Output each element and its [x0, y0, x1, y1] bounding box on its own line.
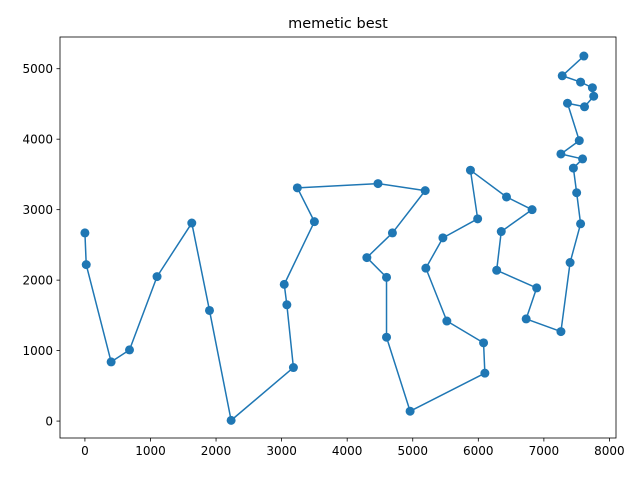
data-point: [226, 415, 236, 425]
x-tick-label: 5000: [397, 444, 428, 458]
data-point: [282, 300, 292, 310]
axes: 0 1000 2000 3000 4000 5000 6000 7000 8000 0 1000 20…: [22, 36, 625, 458]
data-point: [465, 165, 475, 175]
data-point: [576, 77, 586, 87]
data-point: [81, 260, 91, 270]
data-point: [557, 71, 567, 81]
data-point: [556, 149, 566, 159]
data-point: [562, 98, 572, 108]
x-tick-label: 7000: [529, 444, 560, 458]
data-point: [382, 332, 392, 342]
data-point: [502, 192, 511, 202]
data-point: [556, 327, 566, 337]
series-line: [84, 55, 595, 422]
x-tick-label: 0: [81, 444, 89, 458]
chart-title: memetic best: [288, 16, 388, 32]
data-point: [580, 102, 590, 112]
data-point: [521, 314, 531, 324]
data-point: [527, 205, 537, 215]
data-point: [187, 218, 197, 228]
data-point: [480, 368, 490, 378]
axes-frame: [59, 36, 617, 439]
data-point: [574, 136, 584, 146]
data-point: [473, 214, 483, 224]
x-tick-label: 4000: [332, 444, 363, 458]
data-point: [572, 188, 582, 198]
data-point: [496, 227, 506, 237]
data-point: [492, 265, 502, 275]
y-tick-label: 2000: [22, 273, 53, 287]
data-point: [568, 163, 578, 173]
data-point: [589, 91, 599, 101]
data-point: [387, 228, 397, 238]
data-point: [373, 179, 383, 189]
data-point: [421, 263, 431, 273]
plot-area: [80, 51, 599, 425]
data-point: [309, 217, 319, 227]
data-point: [420, 186, 430, 196]
data-point: [576, 219, 586, 229]
y-tick-label: 3000: [22, 203, 53, 217]
y-tick-label: 0: [45, 414, 53, 428]
x-tick-label: 3000: [266, 444, 297, 458]
data-point: [565, 258, 575, 268]
data-point: [292, 183, 302, 193]
data-point: [382, 272, 392, 282]
x-tick-label: 2000: [201, 444, 232, 458]
y-tick-label: 1000: [22, 344, 53, 358]
data-point: [362, 253, 372, 263]
data-point: [532, 283, 542, 293]
x-tick-label: 6000: [463, 444, 494, 458]
data-point: [125, 345, 134, 355]
data-point: [80, 228, 90, 238]
y-tick-label: 4000: [22, 132, 53, 146]
data-point: [152, 272, 162, 282]
data-point: [279, 279, 289, 289]
data-point: [442, 316, 452, 326]
data-point: [204, 305, 214, 315]
x-tick-label: 8000: [594, 444, 625, 458]
data-point: [587, 83, 597, 93]
data-point: [405, 406, 415, 416]
data-point: [438, 233, 448, 243]
data-point: [288, 363, 298, 373]
data-point: [106, 357, 116, 367]
y-tick-label: 5000: [22, 62, 53, 76]
data-point: [479, 338, 489, 348]
data-point: [578, 154, 588, 164]
data-point: [579, 51, 589, 61]
x-tick-label: 1000: [135, 444, 166, 458]
